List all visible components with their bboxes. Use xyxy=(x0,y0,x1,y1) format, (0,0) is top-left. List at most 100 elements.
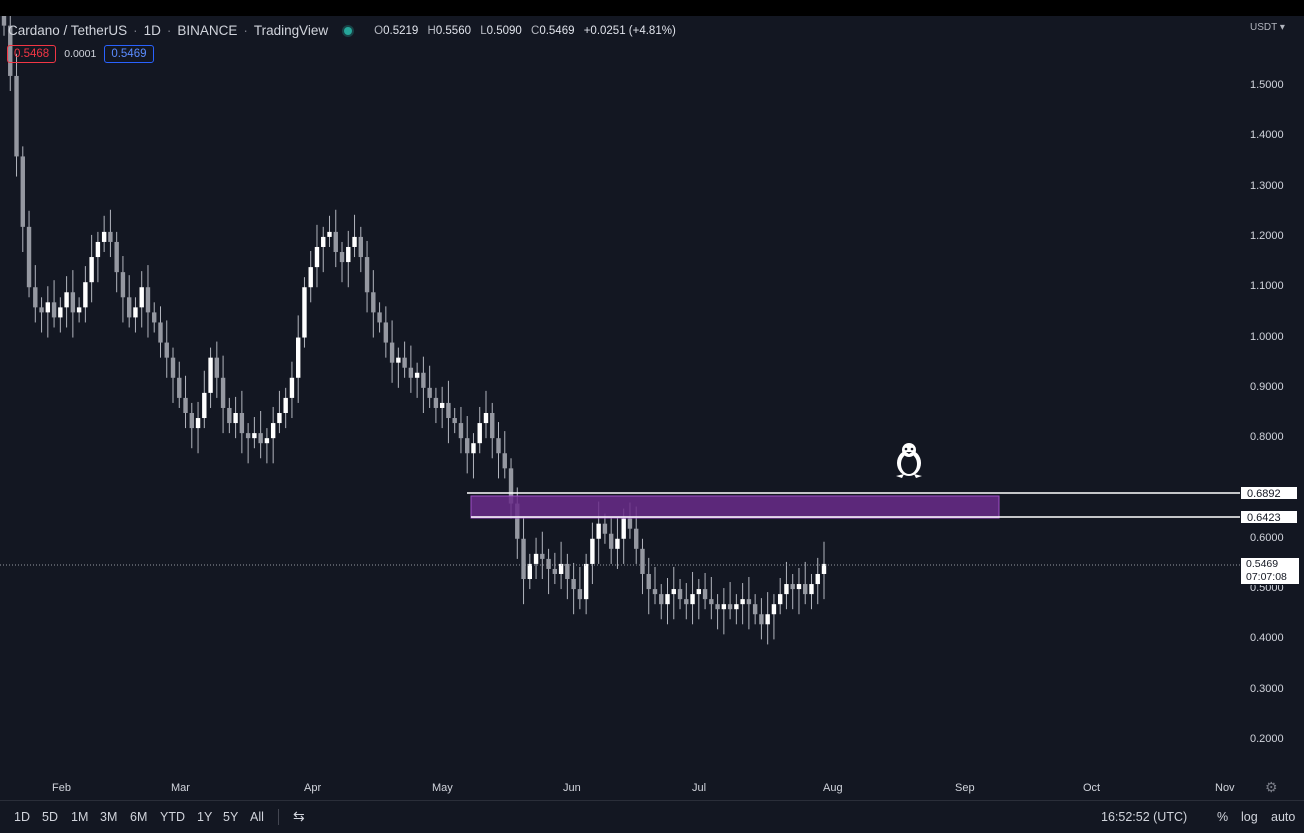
spread-value: 0.0001 xyxy=(64,48,97,60)
gear-icon[interactable]: ⚙ xyxy=(1265,779,1278,795)
candle-body xyxy=(183,397,188,413)
bid-price[interactable]: 0.5468 xyxy=(7,45,57,63)
candle-body xyxy=(809,584,814,595)
percent-toggle[interactable]: % xyxy=(1217,810,1229,824)
candle-body xyxy=(483,413,489,424)
candle-body xyxy=(371,292,376,313)
time-tick-label: Sep xyxy=(955,782,975,794)
timeframe-1d[interactable]: 1D xyxy=(14,810,30,824)
timeframe-3m[interactable]: 3M xyxy=(100,810,118,824)
candle-body xyxy=(702,589,708,600)
currency-selector[interactable]: USDT ▾ xyxy=(1250,22,1285,33)
candle-body xyxy=(690,594,695,605)
candle-body xyxy=(684,599,689,605)
candle-body xyxy=(76,307,82,313)
candle-body xyxy=(1,16,7,26)
candle-body xyxy=(571,579,576,590)
candle-body xyxy=(396,357,401,363)
bar-countdown: 07:07:08 xyxy=(1246,571,1287,583)
candle-body xyxy=(715,604,720,610)
candle-body xyxy=(333,231,338,253)
candle-body xyxy=(565,563,570,580)
candle-body xyxy=(446,402,451,419)
candle-body xyxy=(126,297,132,318)
price-tick-label: 1.2000 xyxy=(1250,229,1284,242)
candle-body xyxy=(596,523,601,539)
price-tick-label: 0.6000 xyxy=(1250,531,1284,544)
candle-body xyxy=(402,357,407,368)
price-tick-label: 1.5000 xyxy=(1250,79,1284,91)
candle-body xyxy=(352,236,357,247)
candles-group xyxy=(1,16,827,645)
candle-body xyxy=(452,418,457,424)
symbol-name[interactable]: Cardano / TetherUS xyxy=(8,23,128,38)
candle-body xyxy=(533,553,539,564)
candle-body xyxy=(477,423,482,444)
log-toggle[interactable]: log xyxy=(1241,810,1258,824)
candle-body xyxy=(33,287,38,308)
candle-body xyxy=(14,75,19,157)
candle-body xyxy=(346,246,351,263)
time-tick-label: Apr xyxy=(304,782,322,794)
price-tick-label: 1.0000 xyxy=(1250,330,1284,343)
candle-body xyxy=(752,604,758,615)
time-tick-label: Mar xyxy=(171,782,190,794)
time-tick-label: May xyxy=(432,782,453,794)
price-axis[interactable]: 1.5000 1.4000 1.3000 1.2000 1.1000 1.0000 0.90… xyxy=(1240,16,1304,796)
candle-body xyxy=(646,573,651,590)
utc-clock[interactable]: 16:52:52 (UTC) xyxy=(1101,810,1188,824)
candle-body xyxy=(164,342,169,358)
resistance-zone[interactable] xyxy=(470,495,1000,519)
candle-body xyxy=(120,272,126,298)
candle-body xyxy=(521,538,526,580)
candle-body xyxy=(665,594,670,605)
candle-body xyxy=(158,322,163,343)
candle-body xyxy=(83,282,88,308)
candle-body xyxy=(458,423,464,439)
candle-body xyxy=(177,377,182,398)
price-chart[interactable] xyxy=(0,16,1240,796)
candle-body xyxy=(39,307,44,313)
timeframe-6m[interactable]: 6M xyxy=(130,810,148,824)
candle-body xyxy=(414,372,420,378)
candle-body xyxy=(321,236,326,247)
candle-body xyxy=(108,231,113,242)
candle-body xyxy=(746,599,752,605)
ohlc-values: O0.5219 H0.5560 L0.5090 C0.5469 +0.0251 … xyxy=(374,24,676,37)
candle-body xyxy=(602,523,608,534)
ask-price[interactable]: 0.5469 xyxy=(104,45,154,63)
candle-body xyxy=(383,322,389,343)
candle-body xyxy=(659,594,664,605)
candle-body xyxy=(264,438,270,444)
candle-body xyxy=(677,589,683,600)
date-range-icon[interactable]: ⇆ xyxy=(293,808,305,824)
candle-body xyxy=(502,453,507,469)
candle-body xyxy=(821,563,827,574)
auto-toggle[interactable]: auto xyxy=(1271,810,1296,824)
candle-body xyxy=(220,377,226,408)
chevron-down-icon: ▾ xyxy=(1279,22,1285,33)
candle-body xyxy=(621,518,626,539)
timeframe-1y[interactable]: 1Y xyxy=(197,810,213,824)
current-price-label: 0.5469 07:07:08 xyxy=(1240,557,1300,585)
candle-body xyxy=(771,604,777,615)
timeframe-all[interactable]: All xyxy=(250,810,264,824)
candle-body xyxy=(283,397,288,413)
candle-body xyxy=(615,538,620,549)
symbol-legend[interactable]: Cardano / TetherUS · 1D · BINANCE · Trad… xyxy=(8,23,676,38)
candle-body xyxy=(583,563,589,600)
interval-label[interactable]: 1D xyxy=(143,23,161,38)
time-tick-label: Nov xyxy=(1215,782,1235,794)
candle-body xyxy=(289,377,295,398)
candle-body xyxy=(70,292,76,313)
timeframe-5y[interactable]: 5Y xyxy=(223,810,239,824)
candle-body xyxy=(245,433,251,439)
level-label-lower: 0.6423 xyxy=(1240,510,1298,524)
timeframe-5d[interactable]: 5D xyxy=(42,810,58,824)
candle-body xyxy=(227,407,232,424)
candle-body xyxy=(709,599,714,605)
timeframe-1m[interactable]: 1M xyxy=(71,810,89,824)
candle-body xyxy=(145,287,151,313)
timeframe-ytd[interactable]: YTD xyxy=(160,810,185,824)
top-black-bar xyxy=(0,0,1304,16)
